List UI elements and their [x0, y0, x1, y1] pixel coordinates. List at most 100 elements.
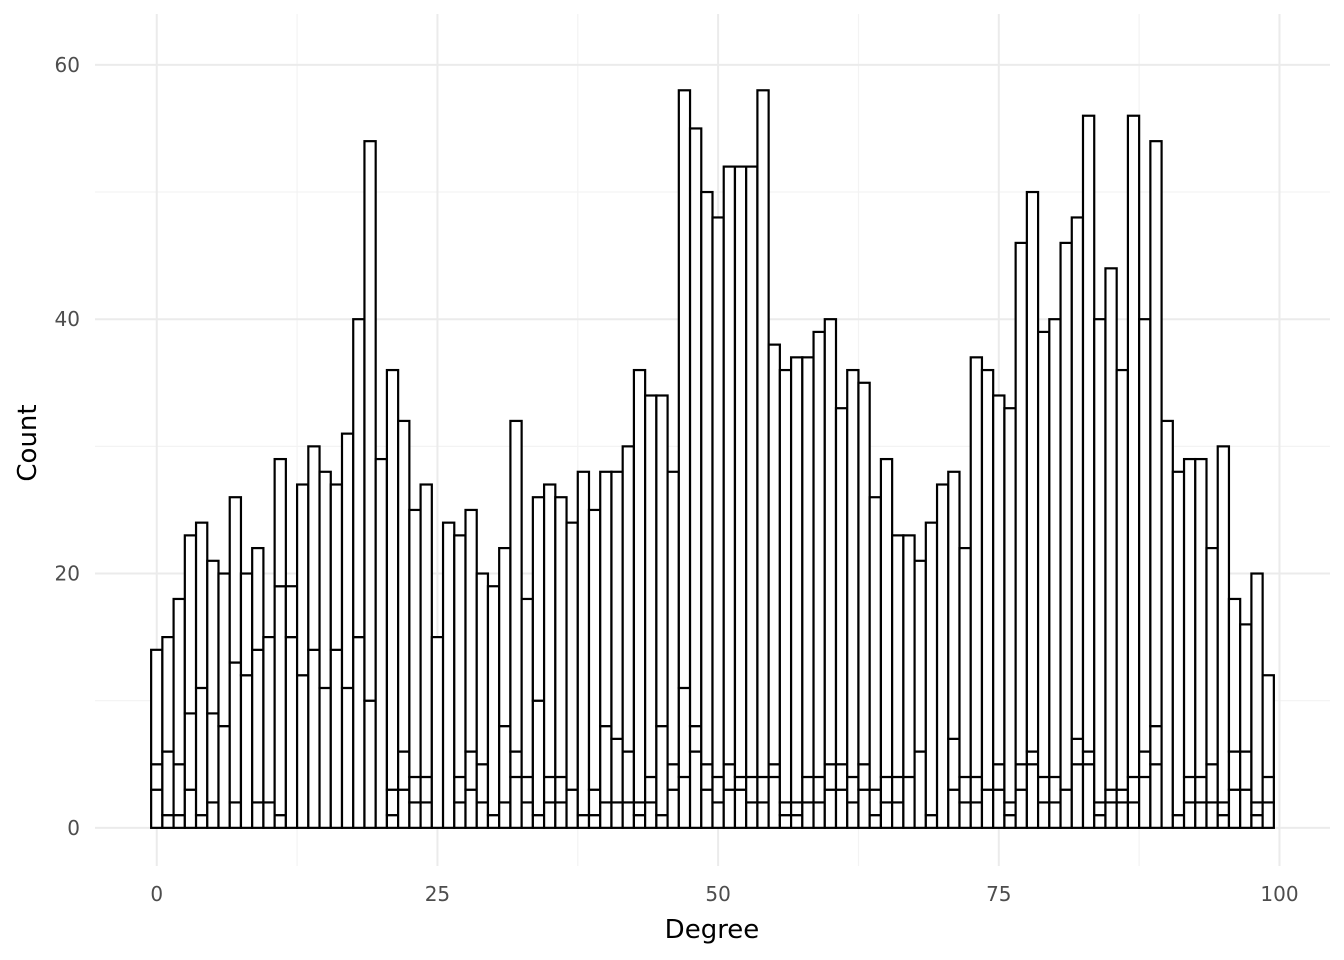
- bar-segment: [172, 597, 186, 766]
- bar-segment: [1104, 801, 1118, 829]
- bar-segment: [587, 814, 602, 829]
- bar-segment: [1250, 572, 1264, 804]
- bar-segment: [217, 572, 231, 728]
- bar-segment: [947, 788, 961, 829]
- bar-segment: [812, 330, 826, 779]
- bar-segment: [879, 457, 894, 779]
- bar-segment: [891, 534, 905, 779]
- bar-segment: [745, 801, 759, 829]
- bar-segment: [509, 750, 523, 779]
- bar-segment: [397, 419, 411, 753]
- bar-segment: [464, 750, 478, 791]
- bar-segment: [531, 699, 546, 817]
- bar-segment: [1205, 801, 1219, 829]
- bar-segment: [498, 546, 512, 728]
- bar-segment: [891, 775, 905, 804]
- bar-segment: [475, 572, 490, 766]
- bar-segment: [1194, 457, 1208, 779]
- bar-segment: [1216, 814, 1231, 829]
- bar-segment: [520, 597, 534, 779]
- x-tick-label: 100: [1260, 882, 1298, 906]
- bar-segment: [1104, 788, 1118, 804]
- bar-segment: [172, 763, 186, 817]
- bar-segment: [554, 801, 568, 829]
- bar-segment: [756, 775, 770, 804]
- bar-segment: [756, 801, 770, 829]
- bar-segment: [1036, 801, 1051, 829]
- bar-segment: [644, 775, 658, 804]
- bar-segment: [1261, 674, 1275, 779]
- bar-segment: [812, 775, 826, 804]
- bar-segment: [520, 801, 534, 829]
- bar-segment: [621, 750, 636, 804]
- bar-segment: [677, 686, 692, 779]
- bar-segment: [733, 788, 748, 829]
- bar-segment: [161, 814, 175, 829]
- bar-segment: [150, 763, 164, 791]
- x-tick-label: 25: [425, 882, 450, 906]
- bar-segment: [475, 801, 490, 829]
- bar-segment: [846, 801, 860, 829]
- bar-segment: [621, 801, 636, 829]
- bar-segment: [711, 801, 725, 829]
- bar-segment: [542, 483, 557, 779]
- bar-segment: [632, 368, 647, 804]
- y-tick-labels: 0 20 40 60: [55, 53, 80, 840]
- bars: [150, 89, 1275, 829]
- bar-segment: [1093, 814, 1107, 829]
- bar-segment: [688, 725, 703, 753]
- bar-segment: [1126, 114, 1141, 779]
- bar-segment: [251, 801, 265, 829]
- bar-segment: [958, 801, 972, 829]
- bar-segment: [206, 801, 220, 829]
- bar-segment: [1126, 775, 1141, 804]
- bar-segment: [273, 457, 287, 588]
- bar-segment: [1014, 763, 1028, 791]
- bar-segment: [992, 763, 1006, 791]
- bar-segment: [206, 559, 220, 715]
- bar-segment: [363, 699, 377, 829]
- bar-segment: [1115, 788, 1130, 804]
- bar-segment: [239, 572, 254, 677]
- bar-segment: [722, 165, 737, 766]
- x-tick-label: 50: [705, 882, 730, 906]
- bar-segment: [857, 763, 871, 791]
- bar-segment: [194, 521, 209, 690]
- bar-segment: [576, 470, 591, 817]
- bar-segment: [295, 674, 310, 829]
- bar-segment: [1126, 801, 1141, 829]
- bar-segment: [980, 788, 995, 829]
- y-axis-title: Count: [13, 404, 43, 481]
- bar-segment: [834, 788, 849, 829]
- bar-segment: [1171, 470, 1186, 817]
- bar-segment: [834, 763, 849, 791]
- bar-segment: [1025, 190, 1040, 753]
- bar-segment: [992, 788, 1006, 829]
- bar-segment: [1149, 725, 1163, 766]
- bar-segment: [307, 445, 321, 651]
- bar-segment: [700, 788, 714, 829]
- bar-segment: [947, 737, 961, 791]
- bar-segment: [857, 788, 871, 829]
- bar-segment: [599, 470, 613, 728]
- bar-segment: [284, 636, 299, 829]
- bar-segment: [767, 775, 781, 829]
- y-tick-label: 60: [55, 53, 80, 77]
- bar-segment: [161, 636, 175, 753]
- bar-segment: [1171, 814, 1186, 829]
- bar-segment: [1239, 750, 1253, 791]
- bar-segment: [733, 775, 748, 791]
- bar-segment: [385, 788, 400, 817]
- bar-segment: [632, 814, 647, 829]
- bar-segment: [1205, 763, 1219, 804]
- bar-segment: [397, 788, 411, 829]
- bar-segment: [441, 521, 456, 829]
- bar-segment: [1239, 788, 1253, 829]
- bar-segment: [329, 648, 344, 829]
- x-axis-title: Degree: [665, 915, 760, 945]
- bar-segment: [194, 686, 209, 817]
- bar-segment: [1070, 737, 1085, 766]
- bar-segment: [801, 801, 815, 829]
- bar-segment: [509, 419, 523, 753]
